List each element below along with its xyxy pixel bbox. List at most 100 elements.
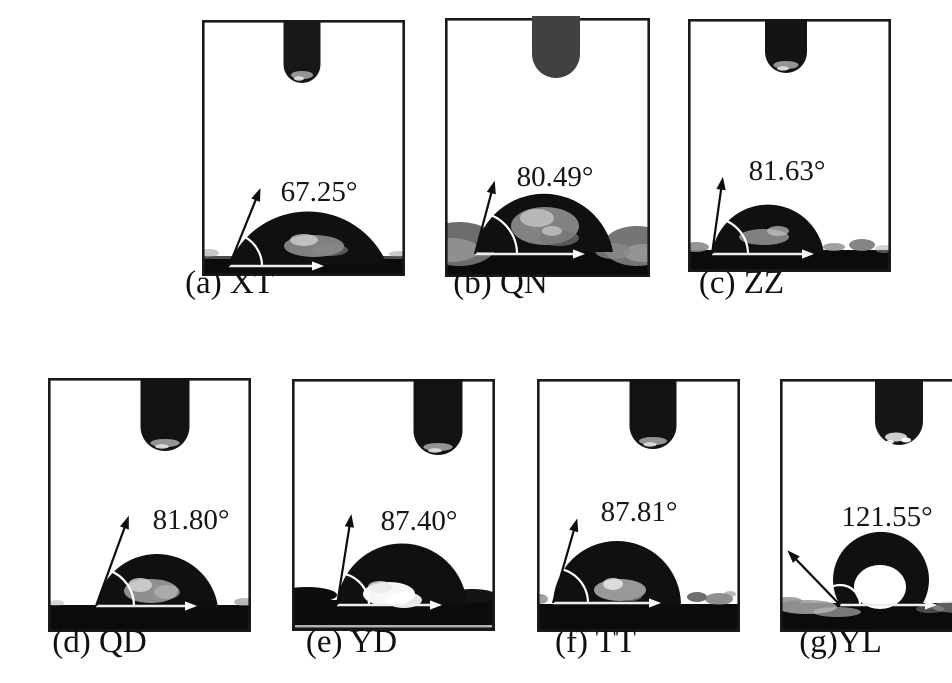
contact-angle-arrow	[792, 556, 841, 606]
contact-angle-arrow	[227, 196, 259, 267]
substrate-roughness	[202, 249, 219, 257]
contact-angle-arrowhead	[569, 518, 579, 533]
figure-panel-b: 80.49°	[445, 16, 650, 277]
contact-angle-arrowhead	[344, 514, 354, 528]
contact-angle-photo: 81.80°	[48, 378, 251, 632]
substrate-roughness	[724, 591, 736, 597]
needle-reflection	[155, 444, 169, 449]
contact-angle-arrow	[473, 189, 494, 255]
droplet-texture	[128, 578, 152, 592]
contact-angle-photo: 87.81°	[537, 379, 740, 632]
substrate-lightline	[295, 625, 492, 628]
substrate	[537, 604, 740, 632]
contact-angle-arrowhead	[120, 515, 129, 530]
angle-value: 67.25°	[281, 176, 358, 208]
angle-arc	[485, 212, 519, 255]
photo-border	[292, 379, 495, 631]
figure-panel-e: 87.40°	[292, 379, 495, 631]
substrate-roughness	[389, 251, 405, 257]
substrate-roughness	[234, 598, 251, 606]
panel-caption-a: (a) XT	[185, 265, 274, 301]
angle-value: 81.80°	[153, 504, 230, 536]
contact-angle-photo: 87.40°	[292, 379, 495, 631]
baseline-arrowhead	[430, 600, 442, 610]
substrate-roughness	[48, 600, 64, 606]
droplet-texture	[603, 578, 623, 590]
syringe-needle	[283, 20, 321, 83]
needle-reflection	[777, 66, 789, 71]
droplet-texture	[312, 244, 348, 256]
contact-angle-photo: 121.55°	[780, 379, 952, 632]
substrate-roughness	[688, 242, 709, 252]
baseline-arrowhead	[312, 261, 324, 271]
baseline-arrowhead	[185, 601, 197, 611]
substrate-roughness	[292, 587, 337, 603]
needle-reflection	[886, 440, 894, 444]
contact-angle-arrow	[335, 522, 352, 606]
angle-arc	[716, 217, 750, 255]
substrate-roughness	[687, 592, 707, 602]
contact-angle-arrow	[551, 526, 576, 604]
substrate-roughness	[445, 238, 479, 262]
substrate-roughness	[932, 601, 952, 613]
panel-caption-e: (e) YD	[305, 624, 398, 660]
syringe-needle	[532, 16, 580, 78]
figure-panel-a: 67.25°	[202, 20, 405, 276]
contact-angle-arrowhead	[486, 180, 496, 195]
substrate-roughness	[537, 594, 548, 604]
angle-arc	[108, 569, 136, 607]
baseline-arrowhead	[573, 249, 585, 259]
panel-caption-g: (g)YL	[799, 624, 882, 660]
angle-value: 121.55°	[841, 501, 932, 533]
droplet-texture	[520, 209, 554, 227]
panel-caption-b: (b) QN	[453, 265, 548, 301]
needle-reflection	[428, 448, 442, 453]
contact-angle-arrow	[710, 185, 723, 255]
substrate-roughness	[875, 245, 891, 253]
droplet-texture	[542, 226, 562, 236]
figure-panel-f: 87.81°	[537, 379, 740, 632]
needle-reflection	[293, 76, 305, 81]
droplet-texture	[368, 581, 392, 593]
droplet-texture	[767, 226, 789, 236]
substrate	[688, 250, 891, 272]
syringe-needle	[765, 19, 807, 73]
substrate-roughness	[849, 239, 875, 251]
syringe-needle	[629, 379, 677, 449]
angle-arc	[341, 572, 371, 606]
droplet-texture	[154, 585, 180, 599]
substrate-roughness	[813, 607, 861, 617]
substrate	[48, 605, 251, 632]
angle-arc	[562, 568, 590, 604]
angle-value: 87.81°	[601, 496, 678, 528]
syringe-needle	[413, 379, 463, 455]
angle-value: 80.49°	[517, 161, 594, 193]
contact-angle-photo: 81.63°	[688, 19, 891, 272]
panel-caption-d: (d) QD	[52, 624, 147, 660]
angle-arc	[240, 234, 264, 267]
angle-arc	[825, 583, 862, 606]
droplet-texture	[290, 234, 318, 246]
needle-reflection	[901, 437, 911, 443]
syringe-needle	[140, 378, 190, 451]
figure-panel-g: 121.55°	[780, 379, 952, 632]
substrate-roughness	[823, 243, 845, 251]
droplet-texture	[860, 591, 900, 607]
figure-panel-d: 81.80°	[48, 378, 251, 632]
droplet-texture	[620, 591, 642, 601]
angle-value: 81.63°	[749, 155, 826, 187]
needle-reflection	[643, 442, 657, 447]
baseline-arrowhead	[802, 249, 814, 259]
substrate-roughness	[780, 597, 802, 605]
figure-panel-c: 81.63°	[688, 19, 891, 272]
baseline-arrowhead	[925, 600, 937, 610]
baseline-arrowhead	[649, 598, 661, 608]
panel-caption-f: (f) TT	[555, 624, 636, 660]
syringe-needle	[875, 379, 923, 445]
angle-value: 87.40°	[381, 505, 458, 537]
contact-angle-arrow	[94, 523, 127, 607]
panel-caption-c: (c) ZZ	[698, 265, 785, 301]
contact-angle-photo: 80.49°	[445, 16, 650, 277]
contact-angle-photo: 67.25°	[202, 20, 405, 276]
